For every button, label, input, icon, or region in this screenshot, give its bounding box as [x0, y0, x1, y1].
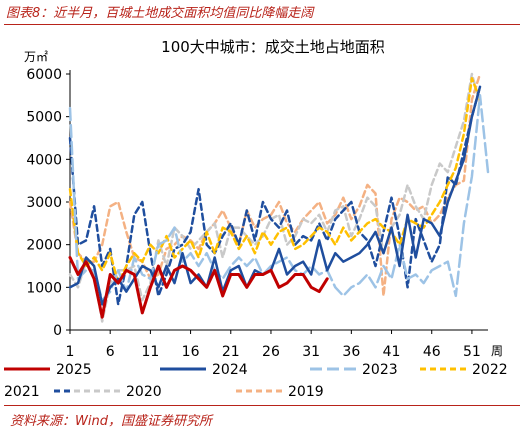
legend-label-2019: 2019 [288, 384, 324, 400]
y-axis-unit-label: 万㎡ [24, 50, 48, 64]
legend-label-2024: 2024 [212, 362, 248, 378]
series-line-2020 [68, 72, 482, 323]
x-tick-label: 36 [342, 344, 360, 360]
series-line-2024 [68, 85, 482, 306]
series-line-2025 [68, 256, 329, 319]
x-axis-unit-label: 周 [491, 344, 503, 358]
y-tick-label: 1000 [26, 280, 62, 296]
series-line-2019 [68, 72, 482, 298]
chart-title: 100大中城市：成交土地占地面积 [161, 38, 385, 56]
x-tick-label: 1 [66, 344, 75, 360]
plot-area [68, 72, 490, 323]
chart-legend: 2025 2024 2023 2022 2021 2020 2019 [4, 362, 508, 400]
x-tick-label: 11 [141, 344, 159, 360]
series-line-2021 [68, 85, 482, 306]
series-line-2023 [68, 94, 490, 302]
y-tick-label: 3000 [26, 195, 62, 211]
legend-label-2023: 2023 [362, 362, 398, 378]
x-tick-label: 41 [383, 344, 401, 360]
x-tick-label: 31 [302, 344, 320, 360]
y-tick-label: 4000 [26, 152, 62, 168]
x-tick-label: 26 [262, 344, 280, 360]
y-tick-label: 5000 [26, 110, 62, 126]
x-tick-label: 21 [222, 344, 240, 360]
source-divider [4, 405, 520, 406]
caption-divider [4, 24, 520, 25]
y-tick-label: 2000 [26, 238, 62, 254]
series-line-2022 [68, 77, 482, 285]
figure-caption: 图表8：近半月，百城土地成交面积均值同比降幅走阔 [6, 6, 314, 21]
source-note: 资料来源：Wind，国盛证券研究所 [10, 414, 212, 429]
x-tick-label: 46 [423, 344, 441, 360]
x-tick-label: 51 [463, 344, 481, 360]
y-tick-label: 6000 [26, 67, 62, 83]
legend-label-2022: 2022 [472, 362, 508, 378]
y-tick-label: 0 [53, 323, 62, 339]
legend-label-2025: 2025 [56, 362, 92, 378]
x-tick-label: 6 [106, 344, 115, 360]
x-tick-label: 16 [182, 344, 200, 360]
legend-label-2020: 2020 [126, 384, 162, 400]
legend-label-2021: 2021 [4, 384, 40, 400]
